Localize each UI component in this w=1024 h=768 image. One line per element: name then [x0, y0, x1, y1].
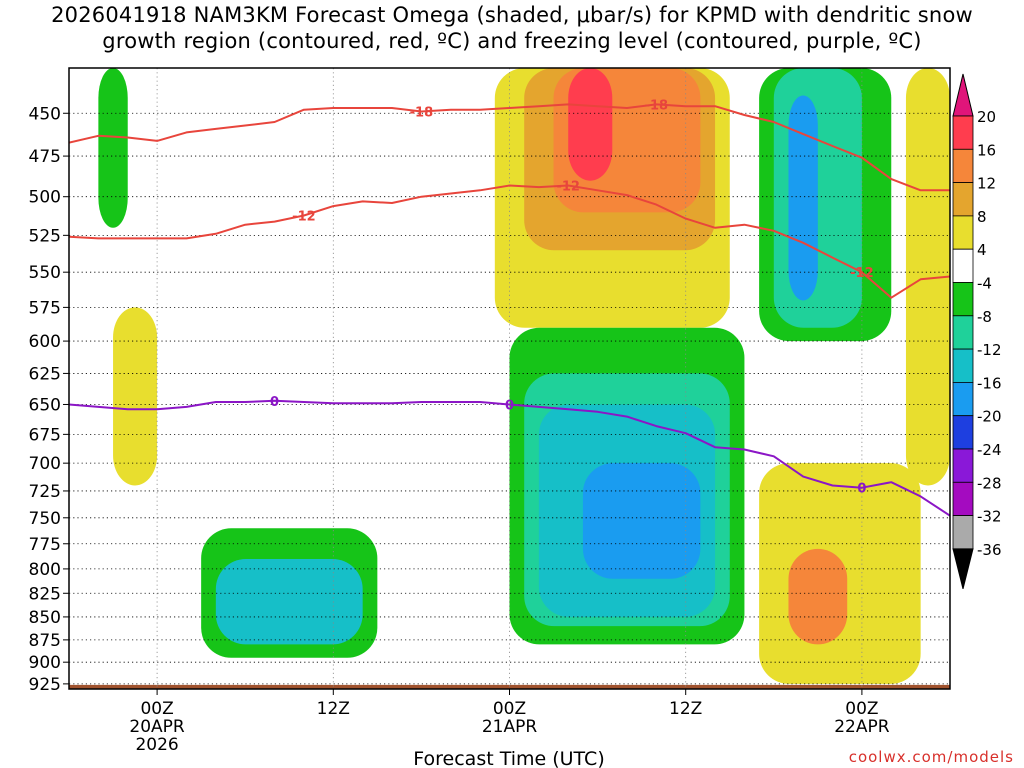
region-cyan-lower-left: [215, 558, 363, 645]
ground-surface-band: [69, 684, 950, 689]
chart-title-line-1: 2026041918 NAM3KM Forecast Omega (shaded…: [51, 3, 973, 27]
colorbar-swatch-6: [952, 315, 974, 350]
colorbar-label-8: -16: [977, 374, 1002, 392]
colorbar-label-5: -4: [977, 275, 992, 293]
grid-lines: [69, 68, 950, 689]
x-tick-label-3-0: 12Z: [669, 699, 702, 719]
x-tick-label-2-1: 21APR: [482, 717, 538, 737]
x-tick-label-1-0: 12Z: [317, 699, 350, 719]
contour-label-1-2: -12: [850, 266, 874, 281]
contour-label-2-0: 0: [270, 395, 279, 410]
y-tick-label-800: 800: [29, 560, 61, 580]
colorbar-swatch-3: [952, 215, 974, 250]
y-tick-label-500: 500: [29, 188, 61, 208]
colorbar-swatch-5: [952, 282, 974, 317]
x-tick-label-4-1: 22APR: [834, 717, 890, 737]
y-tick-label-825: 825: [29, 584, 61, 604]
region-red-core-upper: [568, 68, 613, 181]
colorbar-label-12: -32: [977, 508, 1002, 526]
colorbar-swatch-9: [952, 415, 974, 450]
chart-title: 2026041918 NAM3KM Forecast Omega (shaded…: [0, 2, 1024, 54]
contour-label-0-0: -18: [410, 106, 434, 121]
contour-label-0-1: -18: [645, 98, 669, 113]
contour-line-1: [69, 184, 950, 299]
y-tick-label-750: 750: [29, 509, 61, 529]
ground-band: [69, 684, 950, 689]
colorbar-label-0: 20: [977, 108, 996, 126]
x-axis-label: Forecast Time (UTC): [413, 748, 604, 768]
x-tick-label-0-2: 2026: [135, 735, 178, 755]
region-yellow-far-right: [905, 68, 950, 486]
colorbar-label-7: -12: [977, 341, 1002, 359]
y-axis-ticks: 450 475 500 525 550 575 600 625 650 675 700 725 750 7…: [29, 104, 69, 695]
y-tick-label-925: 925: [29, 675, 61, 695]
colorbar-label-1: 16: [977, 141, 996, 159]
y-tick-label-700: 700: [29, 454, 61, 474]
y-tick-label-625: 625: [29, 364, 61, 384]
region-green-column-early: [98, 68, 128, 228]
x-tick-label-0-0: 00Z: [140, 699, 173, 719]
colorbar-label-11: -28: [977, 474, 1002, 492]
y-tick-label-525: 525: [29, 226, 61, 246]
y-tick-label-875: 875: [29, 631, 61, 651]
contour-label-1-0: -12: [292, 209, 316, 224]
colorbar-swatch-7: [952, 348, 974, 383]
credit-text: coolwx.com/models: [849, 748, 1014, 766]
colorbar-swatch-0: [952, 115, 974, 150]
colorbar: 20 16 12 8 4 -4 -8 -12 -16 -20 -24 -28 -32 -36: [952, 73, 1002, 590]
colorbar-label-3: 8: [977, 208, 987, 226]
x-tick-label-4-0: 00Z: [845, 699, 878, 719]
y-tick-label-575: 575: [29, 298, 61, 318]
colorbar-swatch-4: [952, 248, 974, 283]
contour-line-2: [69, 399, 950, 517]
colorbar-label-2: 12: [977, 175, 996, 193]
y-tick-label-775: 775: [29, 535, 61, 555]
y-tick-label-650: 650: [29, 395, 61, 415]
chart-title-line-2: growth region (contoured, red, ºC) and f…: [102, 29, 922, 53]
colorbar-swatch-8: [952, 381, 974, 417]
y-tick-label-450: 450: [29, 104, 61, 124]
x-tick-label-2-0: 00Z: [493, 699, 526, 719]
colorbar-min-triangle: [952, 548, 974, 590]
colorbar-label-13: -36: [977, 541, 1002, 559]
region-blue-right-core: [788, 95, 818, 301]
region-blue-central-core: [582, 463, 701, 579]
contour-label-2-1: 0: [505, 398, 514, 413]
y-tick-label-850: 850: [29, 608, 61, 628]
colorbar-label-10: -24: [977, 441, 1002, 459]
contour-line-0: [69, 103, 950, 192]
y-tick-label-600: 600: [29, 332, 61, 352]
y-tick-label-550: 550: [29, 263, 61, 283]
contour-label-2-2: 0: [857, 482, 866, 497]
y-tick-label-475: 475: [29, 147, 61, 167]
colorbar-label-9: -20: [977, 408, 1002, 426]
y-tick-label-675: 675: [29, 425, 61, 445]
colorbar-swatch-11: [952, 481, 974, 516]
contour-lines: [69, 103, 950, 517]
colorbar-label-4: 4: [977, 241, 987, 259]
y-tick-label-900: 900: [29, 653, 61, 673]
colorbar-swatch-10: [952, 448, 974, 483]
colorbar-label-6: -8: [977, 308, 992, 326]
colorbar-swatch-1: [952, 148, 974, 184]
colorbar-max-triangle: [952, 73, 974, 117]
omega-shaded-regions: [98, 68, 950, 684]
region-orange-lower-right: [788, 548, 848, 645]
region-yellow-left-column: [113, 307, 158, 486]
colorbar-swatch-2: [952, 182, 974, 217]
contour-labels: -18 -18 -12 -12 -12 0 0 0: [270, 98, 874, 497]
y-tick-label-725: 725: [29, 482, 61, 502]
colorbar-swatch-12: [952, 515, 974, 550]
contour-label-1-1: -12: [556, 180, 580, 195]
x-tick-label-0-1: 20APR: [129, 717, 185, 737]
